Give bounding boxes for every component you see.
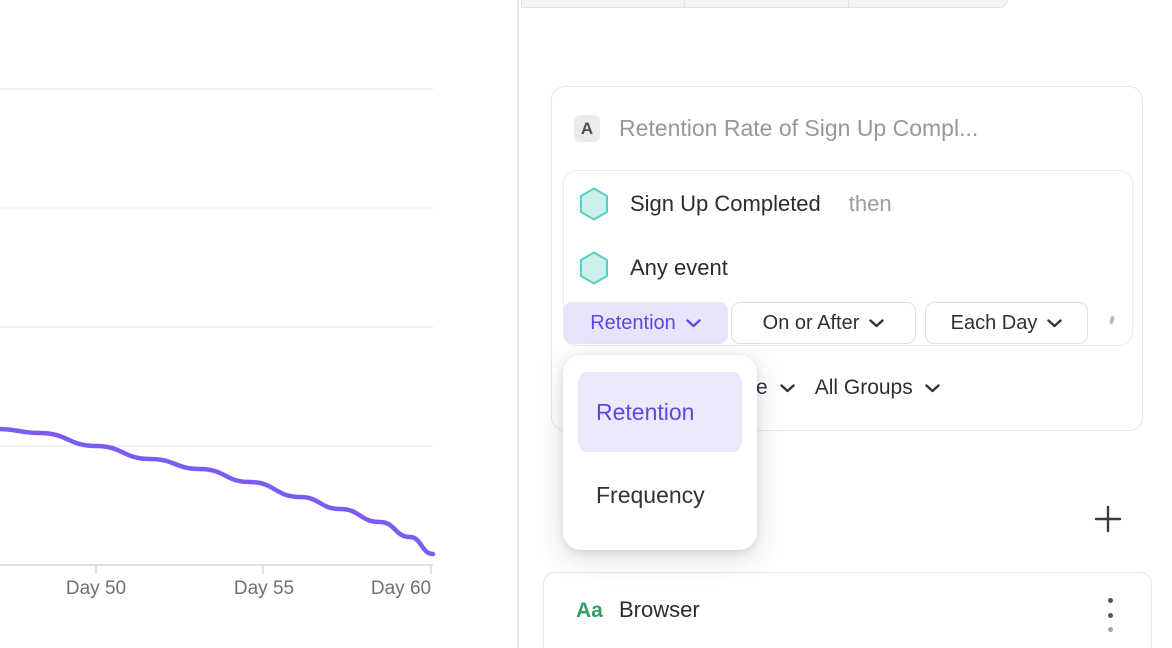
x-tick-day-60: Day 60 bbox=[370, 578, 432, 599]
top-tab-remnant-3[interactable] bbox=[848, 0, 1008, 8]
breakdown-property-label[interactable]: Browser bbox=[619, 597, 700, 622]
event-then-label: then bbox=[848, 191, 892, 216]
kebab-dot bbox=[1107, 598, 1113, 603]
add-button[interactable] bbox=[1090, 501, 1126, 537]
panel-divider bbox=[517, 0, 519, 648]
top-tab-remnant-1[interactable] bbox=[521, 0, 685, 8]
event-hexagon-icon bbox=[580, 187, 608, 221]
retention-mode-dropdown[interactable]: Retention bbox=[563, 302, 728, 344]
menu-item-frequency[interactable]: Frequency bbox=[596, 481, 705, 508]
plus-icon bbox=[1094, 505, 1122, 533]
breakdown-card: Aa Browser bbox=[543, 572, 1152, 648]
query-title-input[interactable]: Retention Rate of Sign Up Compl... bbox=[619, 115, 979, 141]
event-hexagon-icon bbox=[580, 251, 608, 285]
metric-label-fragment[interactable]: e bbox=[756, 376, 768, 399]
chevron-down-icon bbox=[779, 383, 795, 392]
retention-chart: Day 50 Day 55 Day 60 bbox=[0, 0, 518, 648]
event-name: Sign Up Completed bbox=[630, 191, 821, 216]
query-name-row: A Retention Rate of Sign Up Compl... bbox=[574, 115, 978, 142]
chevron-down-icon bbox=[925, 383, 940, 392]
retention-mode-menu: Retention Frequency bbox=[563, 355, 757, 550]
retention-line-chart-canvas bbox=[0, 88, 436, 574]
kebab-dot bbox=[1107, 612, 1113, 618]
chevron-down-icon bbox=[1047, 318, 1063, 327]
chevron-down-icon bbox=[869, 318, 885, 327]
group-by-dropdown[interactable]: All Groups bbox=[814, 376, 913, 399]
event-row-returning[interactable]: Any event bbox=[579, 251, 728, 285]
each-day-label: Each Day bbox=[950, 311, 1038, 334]
each-day-dropdown[interactable]: Each Day bbox=[925, 302, 1088, 344]
retention-mode-label: Retention bbox=[590, 311, 676, 334]
top-tab-remnant-2[interactable] bbox=[684, 0, 849, 8]
menu-item-retention[interactable]: Retention bbox=[578, 372, 742, 452]
kebab-dot bbox=[1107, 627, 1113, 632]
chevron-down-icon bbox=[686, 318, 701, 327]
more-options-button[interactable] bbox=[1101, 595, 1119, 635]
on-or-after-label: On or After bbox=[762, 311, 860, 334]
query-badge: A bbox=[574, 115, 600, 142]
event-name: Any event bbox=[630, 255, 728, 280]
event-row-first[interactable]: Sign Up Completed then bbox=[579, 187, 892, 221]
x-tick-day-55: Day 55 bbox=[233, 578, 295, 599]
on-or-after-dropdown[interactable]: On or After bbox=[731, 302, 916, 344]
x-tick-day-50: Day 50 bbox=[65, 578, 127, 599]
metric-row: e All Groups bbox=[756, 376, 940, 400]
string-property-icon: Aa bbox=[576, 599, 603, 622]
